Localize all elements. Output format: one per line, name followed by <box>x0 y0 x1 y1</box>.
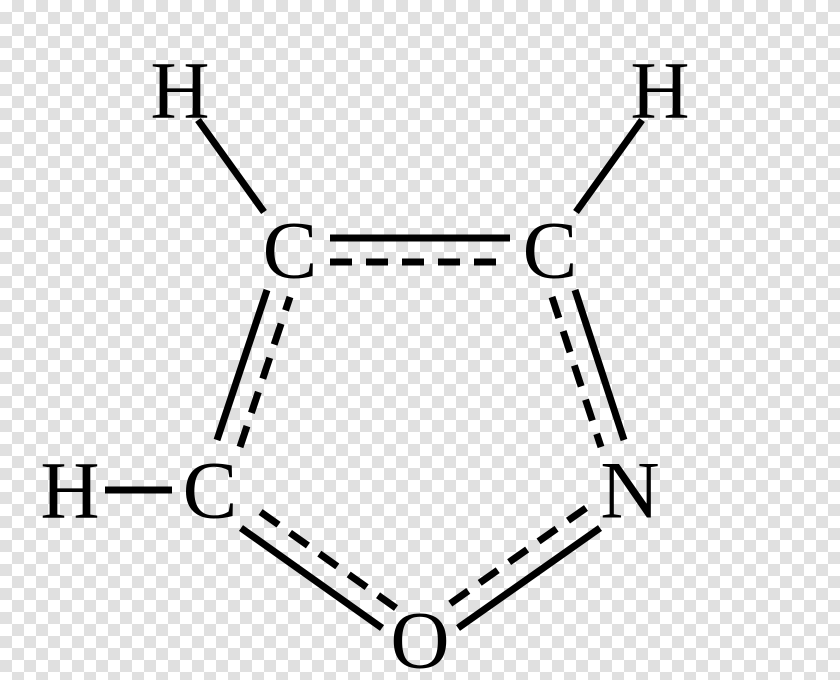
atom-C3: C <box>183 445 238 536</box>
atom-O: O <box>390 595 449 680</box>
atom-H1: H <box>150 45 209 136</box>
bond-C3-C1 <box>240 297 290 447</box>
atom-H3: H <box>40 445 99 536</box>
bond-C3-C1 <box>217 290 267 440</box>
bond-N-O <box>458 528 600 628</box>
atom-N: N <box>600 445 659 536</box>
bond-N-O <box>444 508 586 608</box>
bond-C2-N <box>575 290 624 440</box>
molecule-diagram: CCNOCHHH <box>0 0 840 680</box>
bonds-group <box>105 120 642 628</box>
atom-H2: H <box>630 45 689 136</box>
bond-O-C3 <box>255 508 396 608</box>
atom-C1: C <box>263 205 318 296</box>
bond-C2-N <box>552 297 601 447</box>
bond-O-C3 <box>241 528 382 628</box>
atom-C2: C <box>523 205 578 296</box>
